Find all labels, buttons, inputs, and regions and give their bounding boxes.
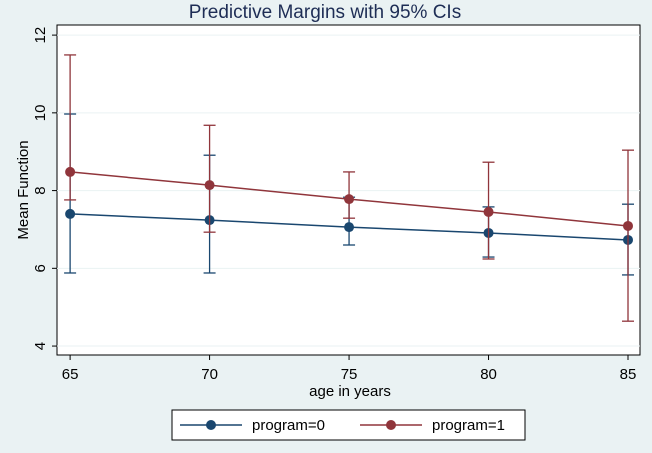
chart-title: Predictive Margins with 95% CIs [189,2,461,23]
y-tick-label: 12 [32,27,49,44]
point [65,208,76,219]
x-tick-label: 70 [201,366,218,383]
x-tick-label: 75 [341,366,358,383]
point [204,180,215,191]
legend-marker [386,420,396,430]
legend-label: program=1 [432,417,505,434]
legend-marker [206,420,216,430]
y-tick-label: 6 [32,264,49,272]
x-axis-label: age in years [309,383,391,400]
y-axis-label: Mean Function [15,140,32,239]
x-tick-label: 85 [620,366,637,383]
x-tick-label: 80 [480,366,497,383]
point [344,194,355,205]
y-tick-label: 8 [32,186,49,194]
y-tick-label: 10 [32,105,49,122]
point [623,220,634,231]
x-tick-label: 65 [62,366,79,383]
point [344,222,355,233]
point [65,166,76,177]
point [483,206,494,217]
legend-label: program=0 [252,417,325,434]
y-tick-label: 4 [32,342,49,350]
